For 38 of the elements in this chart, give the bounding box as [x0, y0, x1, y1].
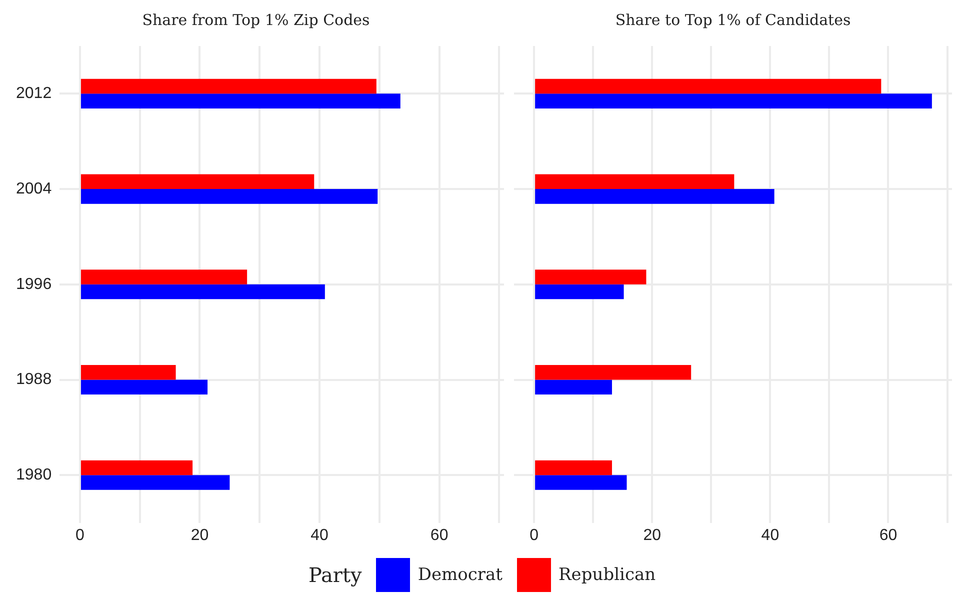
bar: [535, 174, 734, 190]
y-tick-label: 2012: [16, 85, 52, 102]
bar: [535, 364, 692, 380]
bar: [80, 284, 325, 300]
bar: [80, 475, 230, 490]
bar: [80, 460, 193, 476]
bar: [80, 174, 314, 190]
bar: [535, 270, 646, 284]
x-tick-label: 0: [76, 526, 85, 544]
x-tick-label: 0: [530, 526, 539, 544]
y-tick-label: 1996: [16, 276, 52, 293]
x-tick-label: 60: [879, 526, 898, 544]
legend-label: Republican: [558, 565, 656, 585]
x-tick-label: 20: [190, 526, 209, 544]
bar: [80, 380, 208, 395]
x-tick-label: 40: [761, 526, 780, 544]
bar: [535, 380, 612, 395]
bar: [80, 78, 376, 94]
bar: [80, 270, 248, 284]
chart-title: Share to Top 1% of Candidates: [615, 10, 851, 29]
x-tick-label: 40: [310, 526, 329, 544]
bar: [80, 189, 378, 204]
bar: [535, 189, 774, 204]
bar: [535, 460, 612, 476]
bar: [535, 284, 624, 300]
x-tick-label: 20: [643, 526, 662, 544]
bar: [80, 364, 176, 380]
legend-label: Democrat: [418, 565, 502, 585]
chart-title: Share from Top 1% Zip Codes: [142, 10, 370, 29]
bar: [80, 94, 400, 108]
y-tick-label: 1988: [16, 371, 52, 388]
bar: [535, 78, 882, 94]
x-tick-label: 60: [430, 526, 448, 544]
y-tick-label: 2004: [16, 180, 52, 198]
legend-title: Party: [308, 563, 362, 587]
bar: [535, 94, 932, 108]
bar: [535, 475, 627, 490]
y-tick-label: 1980: [16, 466, 52, 484]
